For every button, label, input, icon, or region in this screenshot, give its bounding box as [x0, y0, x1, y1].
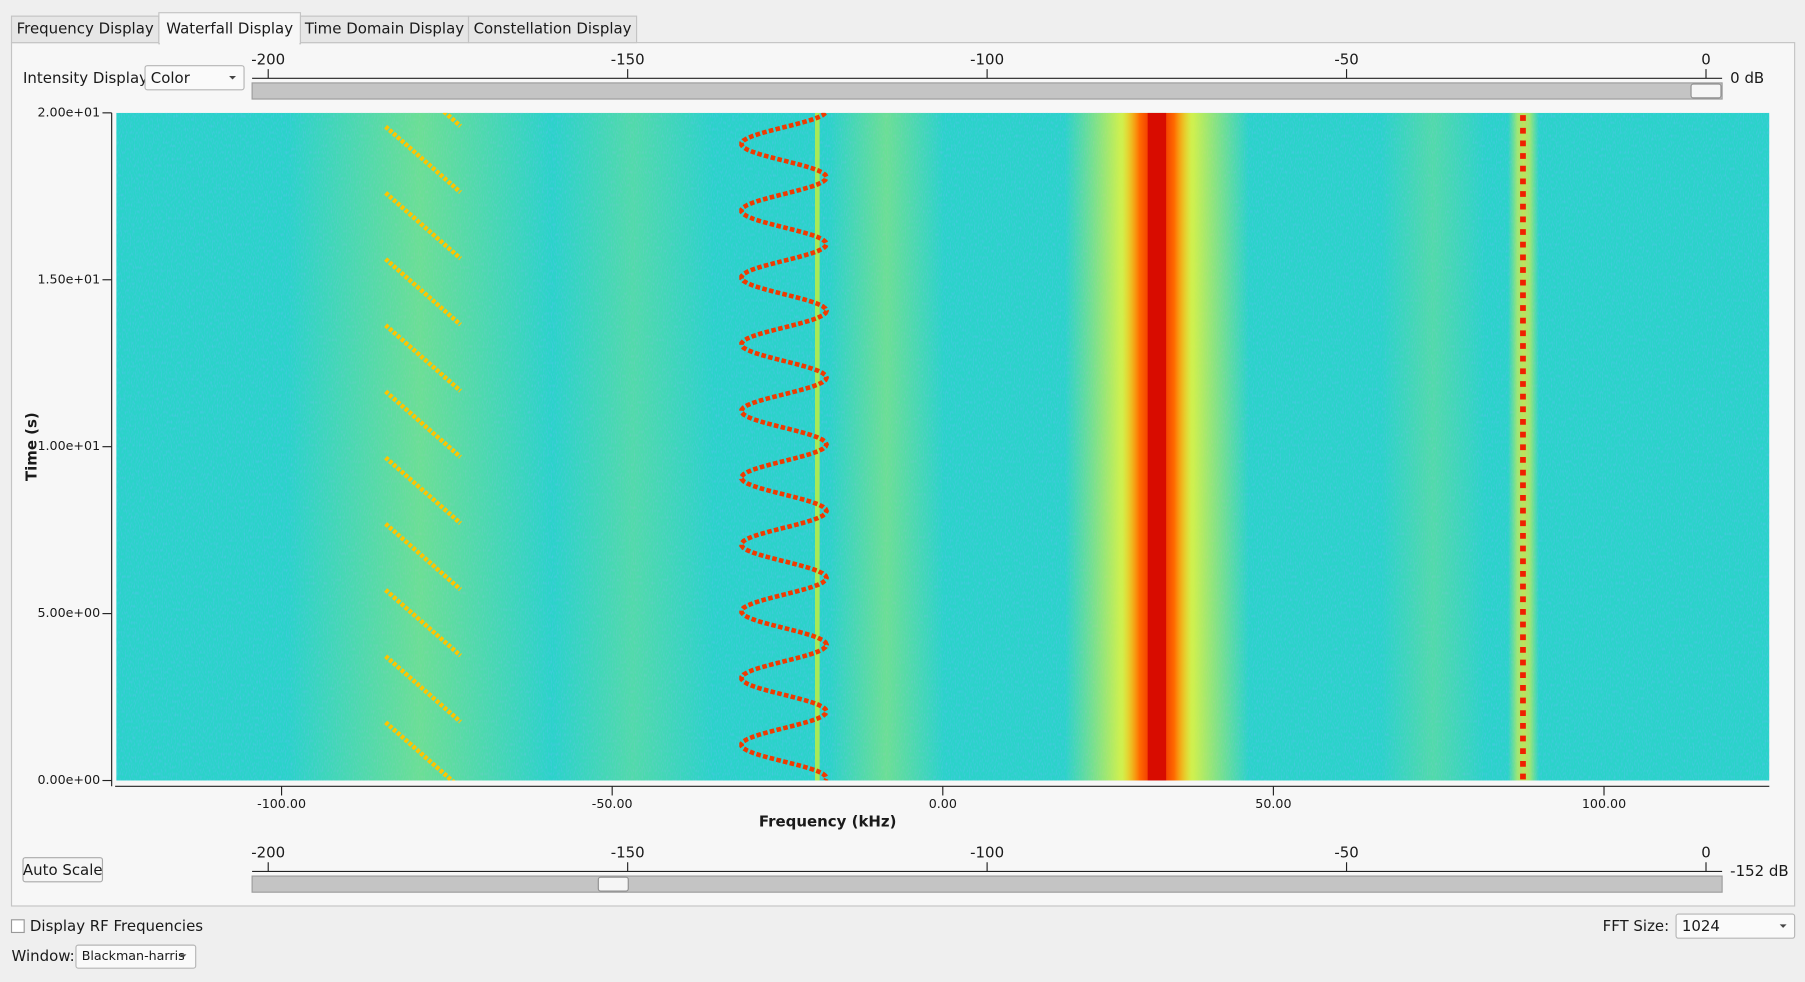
y-tick-label: 0.00e+00 — [37, 772, 100, 787]
tab-label: Constellation Display — [474, 19, 632, 37]
slider-tick-label: -100 — [970, 50, 1004, 68]
auto-scale-label: Auto Scale — [23, 861, 103, 879]
rf-checkbox[interactable] — [10, 919, 25, 934]
waterfall-image — [116, 112, 1770, 781]
dropdown-arrow — [1779, 924, 1787, 928]
window-dropdown[interactable] — [75, 944, 197, 969]
y-tick-label: 1.50e+01 — [37, 271, 100, 286]
y-tick-label: 1.00e+01 — [37, 438, 100, 453]
fft-label: FFT Size: — [1603, 917, 1670, 935]
window-value: Blackman-harris — [82, 948, 185, 963]
y-tick-label: 5.00e+00 — [37, 605, 100, 620]
dropdown-arrow — [229, 76, 236, 80]
window-label: Window: — [12, 947, 75, 965]
slider-groove — [251, 82, 1723, 100]
x-tick-label: -100.00 — [257, 796, 306, 811]
intensity-value: Color — [151, 69, 191, 87]
slider-value: 0 dB — [1730, 69, 1764, 87]
rf-checkbox-label: Display RF Frequencies — [30, 917, 203, 935]
slider-tick-label: -50 — [1334, 50, 1358, 68]
intensity-label: Intensity Display: — [23, 69, 152, 87]
slider-tick-label: -50 — [1334, 844, 1358, 862]
y-axis-title: Time (s) — [23, 412, 41, 481]
slider-groove — [251, 875, 1723, 893]
x-tick-label: -50.00 — [592, 796, 633, 811]
slider-handle[interactable] — [1690, 83, 1722, 99]
slider-handle[interactable] — [597, 876, 629, 892]
auto-scale-button[interactable] — [22, 857, 104, 883]
x-tick-label: 50.00 — [1255, 796, 1291, 811]
slider-tick-label: -200 — [251, 50, 285, 68]
fft-dropdown[interactable] — [1675, 913, 1796, 939]
slider-tick-label: -100 — [970, 844, 1004, 862]
slider-value: -152 dB — [1730, 862, 1788, 880]
active-tab-joint — [160, 41, 300, 45]
tab[interactable] — [299, 15, 470, 44]
x-tick-label: 100.00 — [1582, 796, 1626, 811]
y-tick-label: 2.00e+01 — [37, 104, 100, 119]
tab-label: Time Domain Display — [304, 19, 464, 37]
tab[interactable] — [467, 15, 638, 44]
dropdown-arrow — [179, 954, 187, 958]
slider-tick-label: -150 — [611, 50, 645, 68]
tab[interactable] — [10, 15, 160, 44]
tab-label: Frequency Display — [17, 19, 154, 37]
tab[interactable] — [158, 12, 302, 45]
x-tick-label: 0.00 — [929, 796, 957, 811]
slider-tick-label: 0 — [1701, 50, 1711, 68]
slider-tick-label: -200 — [251, 844, 285, 862]
x-axis-title: Frequency (kHz) — [759, 812, 897, 830]
slider-tick-label: 0 — [1701, 844, 1711, 862]
tab-label: Waterfall Display — [166, 19, 293, 37]
slider-tick-label: -150 — [611, 844, 645, 862]
intensity-dropdown[interactable] — [144, 65, 245, 91]
fft-value: 1024 — [1682, 917, 1720, 935]
